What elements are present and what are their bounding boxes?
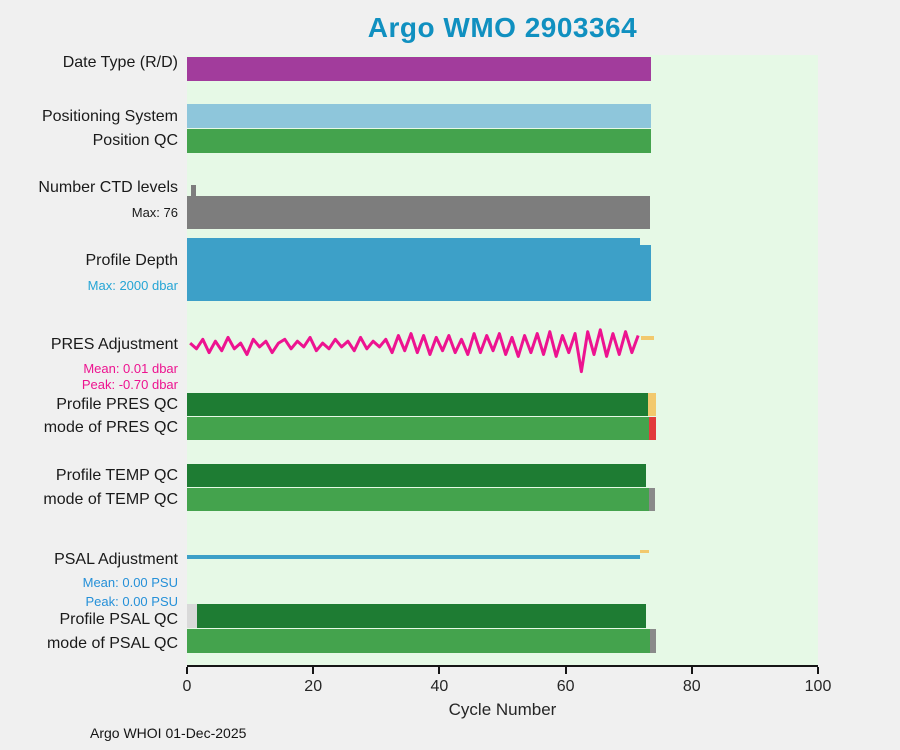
row-label: Positioning System bbox=[41, 108, 178, 126]
mode-of-psal-qc-bar-segment bbox=[187, 629, 651, 653]
x-axis-label: Cycle Number bbox=[448, 700, 557, 719]
x-tick bbox=[312, 667, 315, 674]
x-tick bbox=[690, 667, 693, 674]
row-label: Position QC bbox=[92, 132, 178, 150]
x-tick-label: 80 bbox=[682, 678, 701, 695]
psal-adjustment-bar-segment bbox=[640, 550, 649, 553]
x-tick bbox=[186, 667, 188, 674]
mode-of-pres-qc-bar-segment bbox=[648, 417, 657, 440]
footer-attribution: Argo WHOI 01-Dec-2025 bbox=[90, 725, 247, 741]
row-label: PRES Adjustment bbox=[50, 336, 178, 354]
pres-adjustment-line bbox=[189, 328, 640, 374]
row-label: Mean: 0.00 PSU bbox=[82, 574, 178, 590]
number-ctd-levels-bar-segment bbox=[187, 196, 651, 229]
row-label: mode of PRES QC bbox=[43, 419, 178, 437]
x-axis-line bbox=[187, 665, 818, 667]
date-type-bar-segment bbox=[187, 57, 651, 81]
profile-pres-qc-bar-segment bbox=[647, 393, 657, 416]
row-label: Date Type (R/D) bbox=[62, 54, 178, 72]
plot-area bbox=[187, 55, 818, 665]
row-label: Profile PRES QC bbox=[56, 396, 178, 414]
row-label: Number CTD levels bbox=[38, 179, 178, 197]
profile-depth-bar-segment bbox=[187, 238, 641, 301]
row-label: mode of PSAL QC bbox=[46, 635, 178, 653]
mode-of-temp-qc-bar-segment bbox=[648, 488, 656, 511]
x-tick-label: 20 bbox=[304, 678, 323, 695]
pres-adjustment-bar-segment bbox=[641, 336, 654, 340]
row-label: Peak: 0.00 PSU bbox=[85, 593, 179, 609]
psal-adjustment-bar-segment bbox=[187, 555, 641, 559]
x-tick bbox=[438, 667, 441, 674]
profile-psal-qc-bar-segment bbox=[187, 604, 198, 628]
row-label: Peak: -0.70 dbar bbox=[81, 376, 178, 392]
row-label: Max: 76 bbox=[131, 204, 178, 220]
row-label: mode of TEMP QC bbox=[43, 491, 178, 509]
mode-of-psal-qc-bar-segment bbox=[650, 629, 657, 653]
row-label: Profile PSAL QC bbox=[59, 611, 178, 629]
x-tick bbox=[817, 667, 819, 674]
row-label: Mean: 0.01 dbar bbox=[83, 360, 178, 376]
profile-psal-qc-bar-segment bbox=[197, 604, 647, 628]
x-axis: 0 20 40 60 80 100 bbox=[183, 665, 831, 705]
x-tick-label: 0 bbox=[182, 678, 192, 695]
positioning-system-bar-segment bbox=[187, 104, 651, 128]
number-ctd-levels-bar-segment bbox=[191, 185, 197, 196]
mode-of-temp-qc-bar-segment bbox=[187, 488, 649, 511]
row-labels-column: Date Type (R/D) Positioning System Positio… bbox=[0, 0, 182, 750]
x-tick bbox=[564, 667, 567, 674]
profile-depth-bar-segment bbox=[640, 245, 652, 301]
profile-pres-qc-bar-segment bbox=[187, 393, 648, 416]
chart-title: Argo WMO 2903364 bbox=[367, 12, 638, 43]
mode-of-pres-qc-bar-segment bbox=[187, 417, 649, 440]
position-qc-bar-segment bbox=[187, 129, 651, 153]
x-tick-label: 60 bbox=[556, 678, 575, 695]
profile-temp-qc-bar-segment bbox=[187, 464, 647, 487]
x-tick-label: 40 bbox=[430, 678, 449, 695]
row-label: Profile Depth bbox=[85, 252, 179, 270]
row-label: PSAL Adjustment bbox=[54, 551, 178, 569]
row-label: Profile TEMP QC bbox=[55, 467, 178, 485]
row-label: Max: 2000 dbar bbox=[87, 277, 178, 293]
x-tick-label: 100 bbox=[804, 678, 832, 695]
